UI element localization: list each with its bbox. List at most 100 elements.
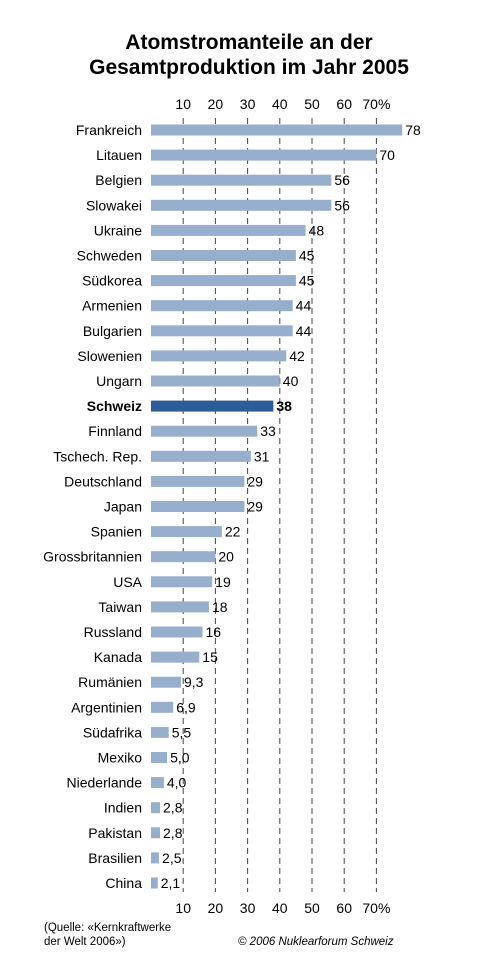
bar-0	[151, 124, 403, 136]
category-label-22: Rumänien	[78, 674, 142, 690]
value-label-22: 9,3	[184, 674, 204, 690]
value-label-18: 19	[215, 574, 231, 590]
bar-23	[151, 701, 174, 713]
bar-18	[151, 576, 213, 588]
category-label-21: Kanada	[94, 649, 142, 665]
category-label-24: Südafrika	[83, 724, 142, 740]
value-label-16: 22	[225, 524, 241, 540]
value-label-12: 33	[260, 423, 276, 439]
category-label-9: Slowenien	[77, 348, 142, 364]
x-tick-label-bottom-50: 50	[304, 900, 320, 916]
chart-title-line-1: Atomstromanteile an der	[125, 31, 373, 54]
value-label-30: 2,1	[161, 875, 181, 891]
category-label-29: Brasilien	[88, 850, 142, 866]
category-label-16: Spanien	[91, 524, 142, 540]
category-label-10: Ungarn	[96, 373, 142, 389]
value-label-23: 6,9	[176, 699, 196, 715]
bar-24	[151, 726, 169, 738]
category-label-27: Indien	[104, 800, 142, 816]
category-label-3: Slowakei	[86, 197, 142, 213]
value-label-29: 2,5	[162, 850, 182, 866]
bar-14	[151, 475, 245, 487]
category-label-8: Bulgarien	[83, 323, 142, 339]
category-label-7: Armenien	[82, 298, 142, 314]
x-tick-label-bottom-40: 40	[272, 900, 288, 916]
category-label-1: Litauen	[96, 147, 142, 163]
bar-21	[151, 651, 200, 663]
bar-28	[151, 827, 161, 839]
value-label-11: 38	[276, 398, 292, 414]
bar-4	[151, 224, 306, 236]
value-label-5: 45	[299, 248, 315, 264]
category-label-18: USA	[113, 574, 142, 590]
value-label-9: 42	[289, 348, 305, 364]
value-label-4: 48	[309, 222, 325, 238]
category-label-19: Taiwan	[98, 599, 142, 615]
source-note: (Quelle: «Kernkraftwerke der Welt 2006»)	[44, 921, 171, 949]
bar-13	[151, 450, 251, 462]
category-label-0: Frankreich	[76, 122, 142, 138]
value-label-7: 44	[296, 298, 312, 314]
bar-10	[151, 375, 280, 387]
category-label-5: Schweden	[77, 248, 142, 264]
x-tick-label-bottom-10: 10	[175, 900, 191, 916]
category-label-30: China	[105, 875, 142, 891]
category-label-25: Mexiko	[98, 750, 143, 766]
value-label-14: 29	[247, 473, 263, 489]
bar-30	[151, 877, 158, 889]
x-tick-label-top-40: 40	[272, 96, 288, 112]
category-label-23: Argentinien	[71, 699, 142, 715]
chart-title: Atomstromanteile an der Gesamtproduktion…	[0, 30, 498, 80]
value-label-21: 15	[202, 649, 218, 665]
category-label-4: Ukraine	[94, 222, 142, 238]
value-label-1: 70	[379, 147, 395, 163]
x-tick-label-top-30: 30	[240, 96, 256, 112]
value-label-17: 20	[218, 549, 234, 565]
bar-6	[151, 275, 296, 287]
x-tick-label-bottom-20: 20	[208, 900, 224, 916]
x-tick-label-bottom-30: 30	[240, 900, 256, 916]
category-label-20: Russland	[84, 624, 142, 640]
category-label-15: Japan	[104, 499, 142, 515]
bar-7	[151, 300, 293, 312]
bar-11	[151, 400, 274, 412]
value-label-2: 56	[334, 172, 350, 188]
value-label-25: 5,0	[170, 750, 190, 766]
value-label-8: 44	[296, 323, 312, 339]
value-label-27: 2,8	[163, 800, 183, 816]
value-label-10: 40	[283, 373, 299, 389]
x-tick-label-top-60: 60	[336, 96, 352, 112]
category-label-2: Belgien	[95, 172, 142, 188]
source-line-2: der Welt 2006»)	[44, 936, 126, 948]
category-label-26: Niederlande	[67, 775, 143, 791]
value-label-24: 5,5	[172, 724, 192, 740]
value-label-15: 29	[247, 499, 263, 515]
category-label-17: Grossbritannien	[43, 549, 142, 565]
category-label-11: Schweiz	[87, 398, 142, 414]
x-tick-label-top-20: 20	[208, 96, 224, 112]
x-tick-label-top-50: 50	[304, 96, 320, 112]
bar-22	[151, 676, 181, 688]
bar-16	[151, 526, 222, 538]
value-label-13: 31	[254, 448, 270, 464]
copyright-note: © 2006 Nuklearforum Schweiz	[238, 936, 394, 948]
source-line-1: (Quelle: «Kernkraftwerke	[44, 922, 172, 934]
bar-15	[151, 501, 245, 512]
category-label-12: Finnland	[88, 423, 142, 439]
value-label-20: 16	[206, 624, 222, 640]
chart-title-line-2: Gesamtproduktion im Jahr 2005	[89, 56, 409, 79]
bar-20	[151, 626, 203, 638]
category-label-6: Südkorea	[82, 273, 142, 289]
value-label-6: 45	[299, 273, 315, 289]
category-label-14: Deutschland	[64, 473, 142, 489]
bar-12	[151, 425, 258, 437]
bar-26	[151, 777, 164, 789]
value-label-28: 2,8	[163, 825, 183, 841]
x-tick-label-bottom-70: 70%	[362, 900, 390, 916]
value-label-19: 18	[212, 599, 228, 615]
value-label-0: 78	[405, 122, 421, 138]
bar-5	[151, 250, 296, 261]
category-label-28: Pakistan	[88, 825, 142, 841]
value-label-26: 4,0	[167, 775, 187, 791]
